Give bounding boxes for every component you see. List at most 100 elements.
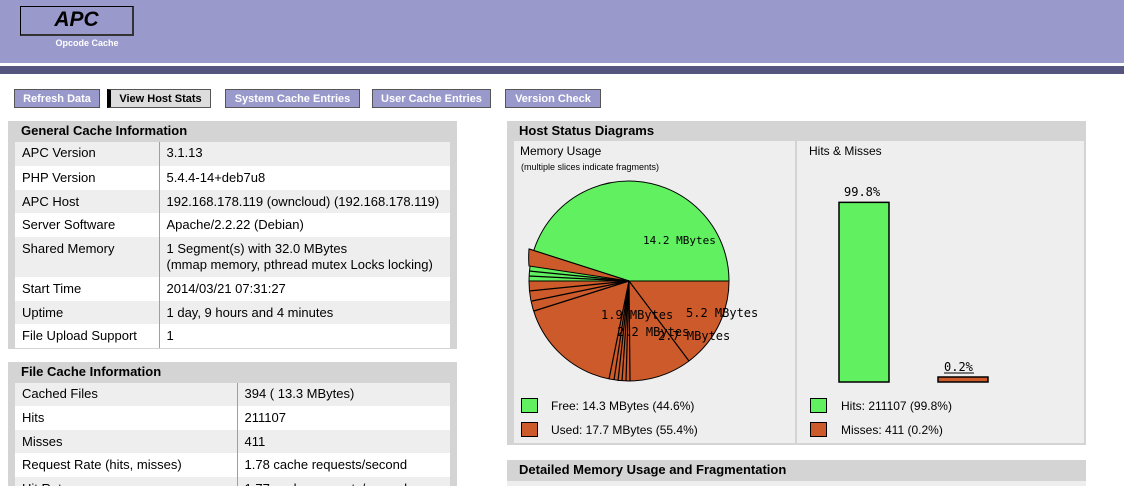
host-status-title: Host Status Diagrams [519,123,655,138]
legend-hits-text: Hits: 211107 (99.8%) [841,399,952,413]
row-label: Start Time [15,277,160,301]
table-row: Cached Files 394 ( 13.3 MBytes) [15,383,450,406]
legend-used-swatch [521,422,538,437]
row-label: Hit Rate [15,477,238,486]
table-row: APC Version 3.1.13 [15,142,450,166]
pie-label-used-4: 2.7 MBytes [658,329,730,343]
general-cache-info-title: General Cache Information [21,123,188,138]
shared-memory-line1: 1 Segment(s) with 32.0 MBytes [166,241,348,256]
file-cache-table: Cached Files 394 ( 13.3 MBytes) Hits 211… [15,383,450,486]
row-value: 1 day, 9 hours and 4 minutes [159,301,450,324]
row-label: Server Software [15,213,160,237]
legend-free-text: Free: 14.3 MBytes (44.6%) [551,399,695,413]
hits-misses-title: Hits & Misses [809,144,882,158]
row-value: 394 ( 13.3 MBytes) [237,383,450,406]
row-value: 1 [159,324,450,348]
hits-bar [838,201,890,383]
pie-label-free: 14.2 MBytes [643,234,716,247]
fragment-line [628,280,631,382]
refresh-data-button[interactable]: Refresh Data [14,89,100,108]
header-divider [0,63,1124,66]
user-cache-entries-button[interactable]: User Cache Entries [372,89,491,108]
shared-memory-line2: (mmap memory, pthread mutex Locks lockin… [166,257,433,272]
logo-text: APC [54,8,99,31]
fragment-line [533,280,630,312]
file-cache-info-title: File Cache Information [21,364,162,379]
misses-bar [937,376,989,383]
legend-misses-text: Misses: 411 (0.2%) [841,423,943,437]
pie-label-used-1: 5.2 MBytes [686,306,758,320]
row-label: APC Version [15,142,160,166]
memory-usage-diagram: Memory Usage (multiple slices indicate f… [514,141,795,443]
row-value: 1 Segment(s) with 32.0 MBytes (mmap memo… [159,237,450,277]
apc-logo[interactable]: APC [20,6,134,36]
legend-misses-swatch [810,422,827,437]
table-row: Request Rate (hits, misses) 1.78 cache r… [15,453,450,477]
row-label: Misses [15,430,238,453]
fragment-line [608,280,630,380]
pie-slice-free [528,180,730,282]
row-label: File Upload Support [15,324,160,348]
pie-label-used-3: 2.2 MBytes [617,325,689,339]
pie-fragment [528,248,630,282]
view-host-stats-button[interactable]: View Host Stats [107,89,211,108]
fragment-line [621,280,630,382]
table-row: Hits 211107 [15,406,450,430]
row-value: 211107 [237,406,450,430]
general-cache-info-panel: General Cache Information APC Version 3.… [8,121,457,349]
table-row: Hit Rate 1.77 cache requests/second [15,477,450,486]
table-row: Uptime 1 day, 9 hours and 4 minutes [15,301,450,324]
row-value: 1.78 cache requests/second [237,453,450,477]
logo-subtitle: Opcode Cache [55,38,119,48]
fragment-line [528,270,630,282]
host-status-panel: Host Status Diagrams Memory Usage (multi… [507,121,1086,445]
table-row: Start Time 2014/03/21 07:31:27 [15,277,450,301]
fragment-line [625,280,630,382]
fragment-line [528,280,630,292]
detailed-memory-panel: Detailed Memory Usage and Fragmentation [507,460,1086,486]
version-check-button[interactable]: Version Check [505,89,601,108]
memory-usage-title: Memory Usage [520,144,602,158]
row-value: 5.4.4-14+deb7u8 [159,166,450,190]
legend-used-text: Used: 17.7 MBytes (55.4%) [551,423,698,437]
row-label: Hits [15,406,238,430]
fragment-line [531,280,630,302]
memory-pie-chart: 14.2 MBytes 5.2 MBytes 1.9 MBytes 2.2 MB… [528,180,758,382]
fragment-line [617,280,630,382]
general-cache-table: APC Version 3.1.13 PHP Version 5.4.4-14+… [15,142,450,348]
row-value: 192.168.178.119 (owncloud) (192.168.178.… [159,190,450,213]
row-label: Shared Memory [15,237,160,277]
hits-bar-label: 99.8% [844,185,881,199]
fragment-line [528,275,630,282]
system-cache-entries-button[interactable]: System Cache Entries [225,89,360,108]
row-value: 3.1.13 [159,142,450,166]
row-label: Uptime [15,301,160,324]
header-bar [0,0,1124,63]
row-value: 411 [237,430,450,453]
row-label: Request Rate (hits, misses) [15,453,238,477]
header-stripe [0,66,1124,74]
memory-usage-note: (multiple slices indicate fragments) [521,162,660,172]
table-row: Server Software Apache/2.2.22 (Debian) [15,213,450,237]
misses-bar-label: 0.2% [944,360,974,374]
table-row: File Upload Support 1 [15,324,450,348]
row-label: APC Host [15,190,160,213]
file-cache-info-panel: File Cache Information Cached Files 394 … [8,362,457,486]
detailed-memory-body [507,481,1086,486]
hits-misses-diagram: Hits & Misses 99.8% 0.2% Hits: 211107 (9… [797,141,1084,443]
fragment-line [628,280,690,362]
legend-hits-swatch [810,398,827,413]
pie-label-used-2: 1.9 MBytes [601,308,673,322]
table-row: APC Host 192.168.178.119 (owncloud) (192… [15,190,450,213]
fragment-lines [528,248,690,382]
row-label: Cached Files [15,383,238,406]
hits-misses-bar-chart: 99.8% 0.2% [838,185,989,383]
row-value: 2014/03/21 07:31:27 [159,277,450,301]
detailed-memory-title: Detailed Memory Usage and Fragmentation [519,462,787,477]
table-row: Shared Memory 1 Segment(s) with 32.0 MBy… [15,237,450,277]
fragment-line [613,280,630,381]
row-value: 1.77 cache requests/second [237,477,450,486]
row-value: Apache/2.2.22 (Debian) [159,213,450,237]
table-row: Misses 411 [15,430,450,453]
table-row: PHP Version 5.4.4-14+deb7u8 [15,166,450,190]
